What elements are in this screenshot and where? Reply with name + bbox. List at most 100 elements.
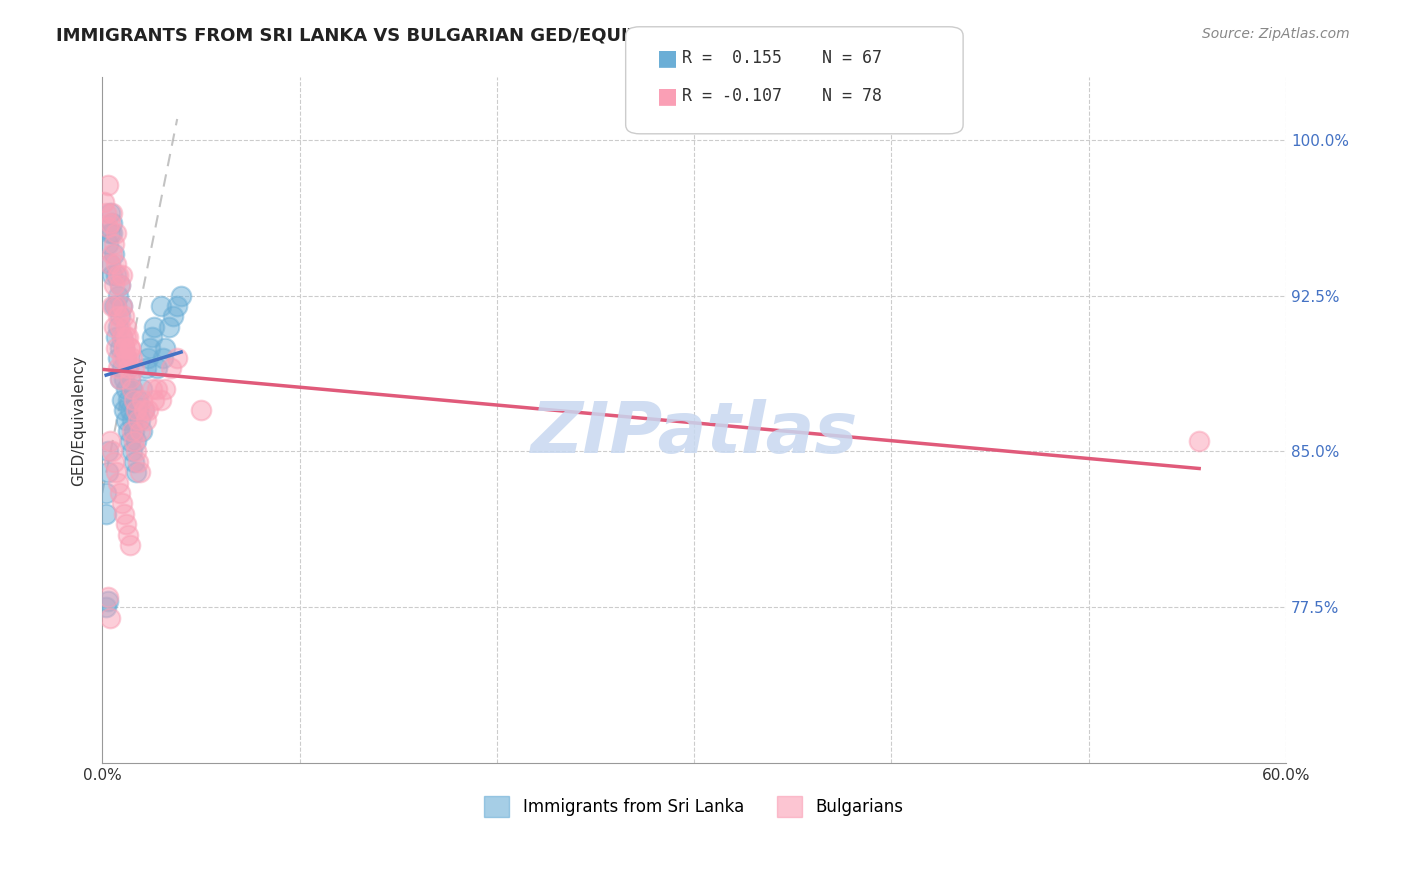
Point xyxy=(111,351,134,365)
Point xyxy=(136,351,159,365)
Point xyxy=(111,299,134,313)
Point xyxy=(97,178,120,193)
Point xyxy=(108,278,131,293)
Point xyxy=(162,310,184,324)
Point xyxy=(131,392,153,407)
Point xyxy=(112,372,135,386)
Point xyxy=(115,413,138,427)
Point xyxy=(122,361,145,376)
Text: ■: ■ xyxy=(657,48,678,68)
Point xyxy=(107,319,129,334)
Point xyxy=(142,319,165,334)
Point xyxy=(97,465,120,479)
Point xyxy=(96,205,118,219)
Point xyxy=(118,341,141,355)
Point xyxy=(128,465,150,479)
Point xyxy=(105,465,128,479)
Point xyxy=(93,195,115,210)
Point xyxy=(107,361,129,376)
Point xyxy=(125,444,148,458)
Point xyxy=(105,299,128,313)
Point xyxy=(108,310,131,324)
Point xyxy=(101,227,124,241)
Point xyxy=(103,299,125,313)
Point xyxy=(101,247,124,261)
Point xyxy=(125,403,148,417)
Point xyxy=(128,413,150,427)
Point xyxy=(118,341,141,355)
Point xyxy=(111,392,134,407)
Point xyxy=(121,413,143,427)
Point xyxy=(115,330,138,344)
Point xyxy=(97,594,120,608)
Point xyxy=(131,424,153,438)
Point xyxy=(135,361,157,376)
Point xyxy=(105,341,128,355)
Legend: Immigrants from Sri Lanka, Bulgarians: Immigrants from Sri Lanka, Bulgarians xyxy=(478,789,910,823)
Point xyxy=(166,351,188,365)
Point xyxy=(117,351,139,365)
Y-axis label: GED/Equivalency: GED/Equivalency xyxy=(72,355,86,486)
Point xyxy=(107,351,129,365)
Text: IMMIGRANTS FROM SRI LANKA VS BULGARIAN GED/EQUIVALENCY CORRELATION CHART: IMMIGRANTS FROM SRI LANKA VS BULGARIAN G… xyxy=(56,27,941,45)
Point xyxy=(98,610,121,624)
Point xyxy=(155,341,177,355)
Point xyxy=(127,392,149,407)
Point xyxy=(155,382,177,396)
Point xyxy=(118,538,141,552)
Point xyxy=(190,403,212,417)
Point xyxy=(121,424,143,438)
Point xyxy=(115,319,138,334)
Point xyxy=(105,268,128,282)
Point xyxy=(131,382,153,396)
Point xyxy=(160,361,183,376)
Point xyxy=(111,268,134,282)
Point xyxy=(118,434,141,448)
Point xyxy=(107,310,129,324)
Point xyxy=(132,403,155,417)
Point xyxy=(101,299,124,313)
Point xyxy=(157,319,180,334)
Point xyxy=(146,361,169,376)
Point xyxy=(112,310,135,324)
Point xyxy=(127,413,149,427)
Point xyxy=(101,268,124,282)
Point xyxy=(96,486,118,500)
Point xyxy=(150,392,173,407)
Point xyxy=(103,278,125,293)
Point xyxy=(108,372,131,386)
Point xyxy=(132,403,155,417)
Point xyxy=(103,236,125,251)
Point xyxy=(108,319,131,334)
Text: ■: ■ xyxy=(657,87,678,106)
Point xyxy=(127,403,149,417)
Point xyxy=(115,382,138,396)
Point xyxy=(117,424,139,438)
Point xyxy=(105,257,128,271)
Point xyxy=(1188,434,1211,448)
Point xyxy=(122,434,145,448)
Point xyxy=(112,341,135,355)
Point xyxy=(166,299,188,313)
Point xyxy=(97,220,120,235)
Point xyxy=(97,236,120,251)
Point xyxy=(118,372,141,386)
Point xyxy=(146,382,169,396)
Point xyxy=(105,299,128,313)
Point xyxy=(112,403,135,417)
Point xyxy=(101,444,124,458)
Point xyxy=(135,413,157,427)
Point xyxy=(112,341,135,355)
Point xyxy=(107,475,129,490)
Point xyxy=(111,361,134,376)
Point xyxy=(105,227,128,241)
Point xyxy=(112,507,135,521)
Text: ZIPatlas: ZIPatlas xyxy=(530,400,858,468)
Point xyxy=(117,361,139,376)
Point xyxy=(101,205,124,219)
Point xyxy=(111,330,134,344)
Point xyxy=(117,392,139,407)
Point xyxy=(103,319,125,334)
Point xyxy=(98,216,121,230)
Point xyxy=(122,392,145,407)
